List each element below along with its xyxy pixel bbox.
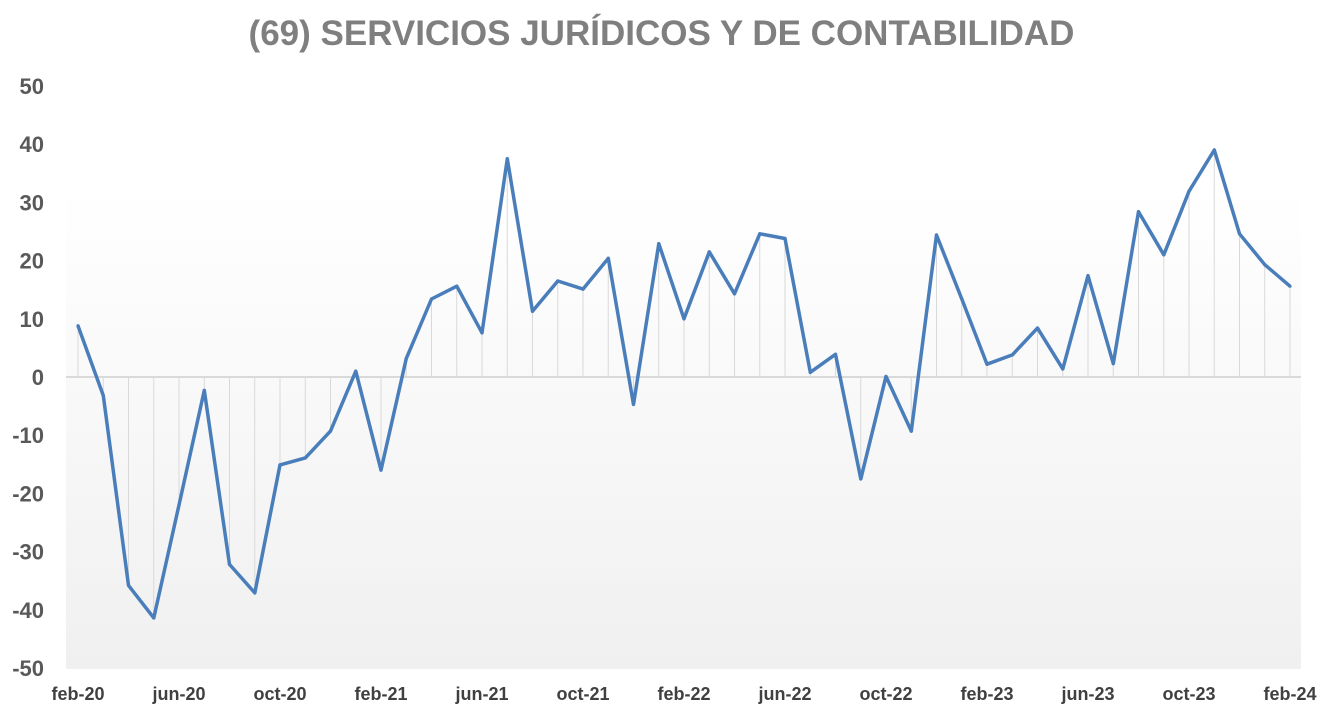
data-point <box>833 352 838 356</box>
y-tick-label: 0 <box>32 365 44 390</box>
data-point <box>76 324 80 328</box>
data-point <box>581 287 585 291</box>
data-point <box>429 297 434 301</box>
x-tick-label: feb-20 <box>51 684 104 704</box>
data-point <box>1111 362 1115 366</box>
x-tick-label: jun-20 <box>151 684 205 704</box>
y-tick-label: -40 <box>12 598 44 623</box>
data-point <box>227 562 232 567</box>
data-point <box>707 250 711 254</box>
data-point <box>1136 210 1141 214</box>
data-point <box>404 356 408 360</box>
x-axis: feb-20 jun-20 oct-20 feb-21 jun-21 oct-21 feb-… <box>51 684 1316 704</box>
y-tick-label: 20 <box>20 249 44 274</box>
data-point <box>909 429 913 433</box>
data-point <box>455 284 459 288</box>
y-tick-label: 30 <box>20 190 44 215</box>
x-tick-label: feb-23 <box>960 684 1013 704</box>
data-point <box>732 292 737 296</box>
plot-area <box>66 186 1301 669</box>
data-point <box>1035 326 1040 330</box>
data-point <box>1187 189 1191 193</box>
data-point <box>859 477 863 481</box>
y-tick-label: -50 <box>12 656 44 681</box>
data-point <box>303 456 307 460</box>
data-point <box>960 297 964 301</box>
data-point <box>808 370 812 374</box>
x-tick-label: oct-22 <box>859 684 912 704</box>
data-point <box>202 388 206 392</box>
data-point <box>1263 263 1267 267</box>
data-point <box>1086 274 1090 278</box>
data-point <box>152 616 156 620</box>
data-point <box>1212 148 1216 152</box>
data-point <box>657 242 661 246</box>
data-point <box>985 362 989 366</box>
y-tick-label: 10 <box>20 307 44 332</box>
data-point <box>1010 353 1014 357</box>
y-tick-label: 40 <box>20 132 44 157</box>
data-point <box>1237 232 1242 236</box>
series-group <box>76 148 1292 620</box>
y-tick-label: 50 <box>20 74 44 99</box>
x-tick-label: feb-24 <box>1263 684 1316 704</box>
data-point <box>379 468 383 472</box>
data-point <box>1162 253 1166 257</box>
x-tick-label: jun-21 <box>454 684 508 704</box>
data-point <box>126 583 131 587</box>
data-point <box>505 157 509 161</box>
data-point <box>934 233 939 237</box>
data-point <box>253 591 257 595</box>
data-point <box>480 331 484 335</box>
y-tick-label: -10 <box>12 423 44 448</box>
data-point <box>1288 284 1292 288</box>
drop-lines <box>77 150 1291 618</box>
y-tick-label: -30 <box>12 540 44 565</box>
y-axis: 50 40 30 20 10 0 -10 -20 -30 -40 -50 <box>12 74 44 681</box>
data-point <box>278 463 282 467</box>
x-tick-label: feb-22 <box>657 684 710 704</box>
chart-title: (69) SERVICIOS JURÍDICOS Y DE CONTABILID… <box>248 14 1075 53</box>
x-tick-label: feb-21 <box>354 684 407 704</box>
data-point <box>682 317 686 321</box>
data-point <box>783 236 787 241</box>
y-tick-label: -20 <box>12 481 44 506</box>
data-point <box>530 309 535 313</box>
data-point <box>758 232 762 236</box>
x-tick-label: jun-23 <box>1060 684 1114 704</box>
data-point <box>606 256 610 260</box>
x-tick-label: oct-23 <box>1162 684 1215 704</box>
data-point <box>631 402 636 406</box>
x-tick-label: oct-20 <box>253 684 306 704</box>
data-point <box>101 394 105 398</box>
data-point <box>1061 367 1065 371</box>
data-point <box>884 374 888 379</box>
data-point <box>328 429 333 433</box>
x-tick-label: jun-22 <box>757 684 811 704</box>
data-point <box>177 503 181 507</box>
data-point <box>556 279 560 283</box>
data-point <box>354 369 358 373</box>
x-tick-label: oct-21 <box>556 684 609 704</box>
